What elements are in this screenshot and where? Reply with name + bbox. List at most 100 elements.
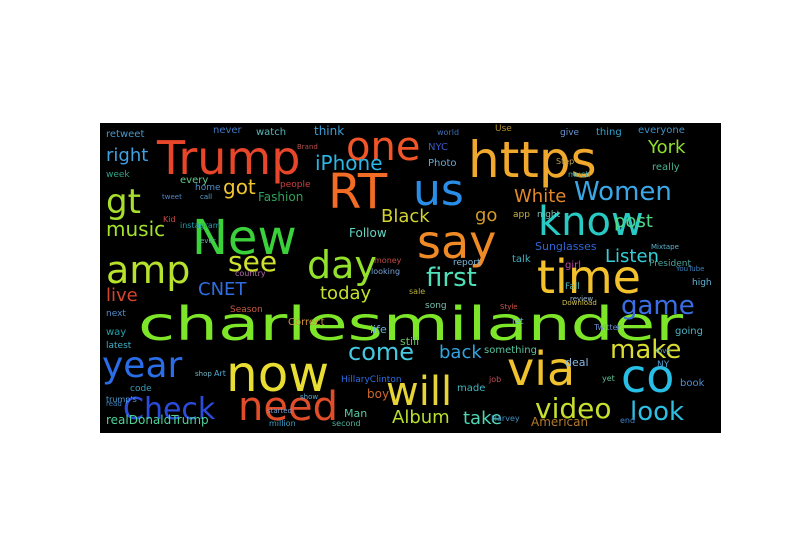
word-home: home (195, 183, 221, 193)
word-looking: looking (371, 267, 400, 276)
word-love: love (656, 347, 671, 355)
word-thing: thing (596, 127, 622, 138)
word-york: York (647, 137, 686, 158)
word-latest: latest (106, 341, 132, 351)
word-one: one (346, 124, 420, 170)
word-new: New (192, 210, 297, 266)
word-via: via (507, 342, 575, 396)
word-give: give (560, 128, 580, 138)
word-report: report (453, 258, 481, 268)
word-cnet: CNET (198, 279, 247, 300)
word-got: got (223, 175, 256, 199)
word-co: co (621, 349, 674, 403)
word-iphone: iPhone (315, 151, 383, 175)
word-something: something (484, 345, 537, 356)
word-take: take (463, 408, 502, 429)
word-us: us (413, 165, 464, 216)
word-follow: Follow (349, 226, 387, 240)
word-app: app (513, 210, 530, 220)
word-make: make (610, 335, 681, 365)
word-come: come (348, 338, 414, 366)
word-check: Check (123, 392, 216, 427)
word-book: book (680, 378, 705, 389)
word-night: night (537, 210, 561, 220)
word-right: right (106, 145, 148, 166)
word-ever: ever (200, 237, 216, 245)
word-really: really (652, 162, 680, 173)
word-end: end (620, 416, 635, 425)
word-hillaryclinton: HillaryClinton (341, 375, 402, 385)
word-sunglasses: Sunglasses (535, 240, 597, 253)
word-harvey: Harvey (491, 414, 520, 423)
word-watch: watch (256, 127, 286, 138)
word-album: Album (392, 407, 450, 428)
word-charlesmilander: charlesmilander (138, 297, 683, 351)
word-art: Art (214, 369, 226, 378)
word-started: started (267, 407, 292, 415)
word-post: post (614, 211, 653, 232)
word-say: say (417, 215, 496, 269)
word-video: video (535, 392, 611, 425)
word-never: never (213, 125, 243, 136)
word-step: Step (556, 157, 574, 166)
word-going: going (675, 326, 703, 337)
word-white: White (514, 186, 566, 207)
word-code: code (130, 384, 152, 394)
word-look: look (630, 397, 684, 427)
word-music: music (106, 217, 165, 241)
word-see: see (228, 245, 277, 278)
word-american: American (531, 415, 588, 429)
word-every: every (180, 175, 208, 186)
word-made: made (457, 383, 485, 394)
word-know: know (538, 199, 644, 245)
word-man: Man (344, 407, 367, 420)
word-day: day (307, 243, 377, 287)
word-fall: Fall (565, 282, 580, 292)
word-need: need (238, 384, 338, 430)
word-download: Download (562, 299, 597, 307)
word-yet: yet (602, 374, 615, 383)
word-money: money (374, 256, 402, 265)
word-gt: gt (106, 182, 141, 222)
word-million: million (269, 419, 296, 428)
word-ny: NY (657, 360, 670, 370)
word-use: Use (495, 124, 512, 134)
word-world: world (437, 128, 459, 137)
word-way: way (106, 327, 126, 338)
word-rt: RT (328, 164, 388, 220)
word-black: Black (381, 206, 430, 227)
word-cloud-canvas: charlesmilander New https amp time know now wil… (102, 124, 712, 430)
word-people: people (280, 180, 311, 190)
word-cloud: charlesmilander New https amp time know now wil… (100, 123, 721, 433)
word-photo: Photo (428, 158, 457, 169)
word-boy: boy (367, 387, 389, 401)
word-go: go (475, 205, 497, 226)
word-everyone: everyone (638, 125, 685, 136)
word-tweet: tweet (162, 193, 182, 201)
word-twitter: Twitter (593, 323, 622, 332)
word-nyc: NYC (428, 142, 448, 153)
word-read: read (106, 400, 122, 408)
word-still: still (400, 335, 419, 348)
word-deal: deal (565, 356, 589, 369)
word-season: Season (230, 305, 263, 315)
word-realdonaldtrump: realDonaldTrump (106, 413, 209, 427)
word-let: let (512, 317, 524, 327)
word-talk: talk (512, 254, 531, 265)
word-country: country (235, 269, 266, 278)
word-sale: sale (409, 287, 425, 296)
word-job: job (488, 375, 501, 384)
word-week: week (106, 170, 130, 180)
word-song: song (425, 301, 447, 311)
word-now: now (226, 345, 329, 403)
word-review: review (570, 295, 593, 303)
word-shop: shop (195, 370, 212, 378)
word-high: high (692, 278, 712, 288)
word-women: Women (574, 177, 672, 207)
word-today: today (320, 283, 372, 304)
word-girl: girl (565, 260, 581, 271)
word-will: will (386, 369, 452, 415)
word-instagram: instagram (180, 221, 221, 230)
word-life: life (370, 323, 387, 336)
word-trump: Trump (156, 131, 300, 185)
